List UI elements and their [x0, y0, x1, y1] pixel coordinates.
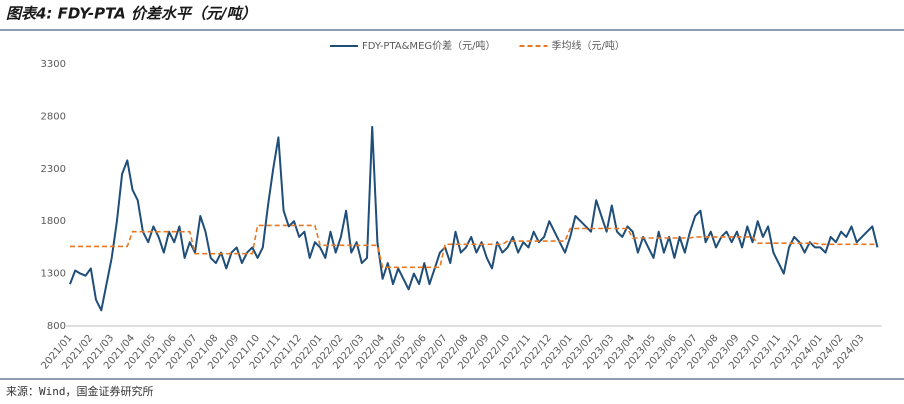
series-line — [70, 224, 878, 269]
y-tick-label: 2300 — [41, 164, 66, 175]
y-tick-label: 2800 — [41, 111, 66, 122]
chart-title: 图表4: FDY-PTA 价差水平（元/吨） — [6, 5, 256, 23]
series-line — [69, 125, 879, 312]
y-tick-label: 800 — [47, 321, 66, 332]
y-tick-label: 3300 — [41, 59, 66, 70]
y-tick-label: 1800 — [41, 216, 66, 227]
legend-label: 季均线（元/吨） — [552, 39, 625, 52]
source: 来源：Wind，国金证券研究所 — [6, 384, 154, 398]
y-tick-label: 1300 — [41, 269, 66, 280]
legend-label: FDY-PTA&MEG价差（元/吨） — [362, 39, 496, 52]
